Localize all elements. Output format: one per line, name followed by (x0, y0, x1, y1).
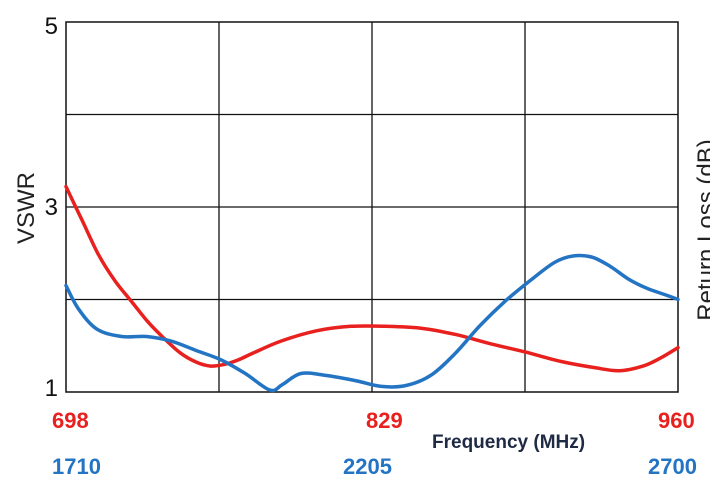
series-layer (64, 184, 680, 393)
right-axis-label: Return Loss (dB) (693, 139, 710, 320)
x-top-tick-960: 960 (658, 408, 695, 433)
x-bottom-tick-2700: 2700 (648, 454, 697, 479)
grid-lines (66, 22, 678, 392)
y-tick-bottom: 1 (45, 375, 58, 402)
y-tick-top: 5 (45, 13, 58, 40)
series-line-blue (64, 253, 680, 393)
x-axis-label: Frequency (MHz) (432, 432, 585, 453)
x-top-tick-698: 698 (52, 408, 89, 433)
y-axis-label: VSWR (13, 172, 40, 244)
x-bottom-tick-1710: 1710 (52, 454, 101, 479)
series-line-red (64, 184, 680, 373)
x-top-tick-829: 829 (366, 408, 403, 433)
y-tick-mid: 3 (45, 194, 58, 221)
x-bottom-tick-2205: 2205 (343, 454, 392, 479)
